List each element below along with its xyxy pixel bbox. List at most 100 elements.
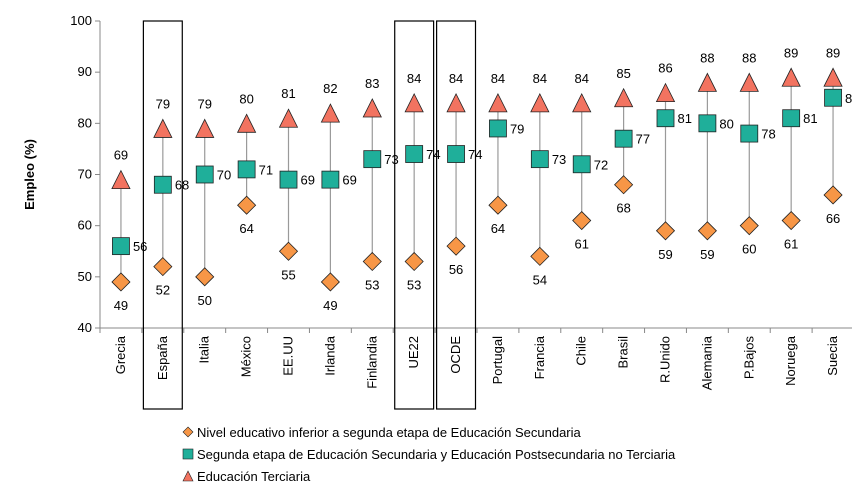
point-triangle (697, 72, 718, 92)
x-tick-label: UE22 (406, 336, 421, 369)
point-diamond (195, 267, 215, 287)
data-label: 49 (114, 298, 128, 313)
data-label: 88 (700, 50, 714, 65)
x-tick-label: Brasil (616, 336, 631, 369)
data-label: 79 (156, 96, 170, 111)
point-square (530, 150, 549, 169)
data-label: 84 (574, 71, 588, 86)
data-label: 54 (533, 272, 547, 287)
data-label: 74 (426, 147, 440, 162)
point-triangle (613, 87, 634, 108)
y-tick-label: 70 (78, 167, 92, 182)
point-diamond (823, 185, 843, 205)
point-square (698, 114, 717, 133)
data-label: 64 (239, 221, 253, 236)
point-diamond (739, 216, 759, 236)
point-triangle (572, 92, 592, 113)
point-square (782, 109, 801, 128)
data-label: 70 (217, 168, 231, 183)
highlight-box (142, 20, 183, 410)
point-square (740, 124, 759, 143)
data-label: 84 (407, 71, 421, 86)
data-label: 61 (784, 237, 798, 252)
data-label: 84 (449, 71, 463, 86)
point-diamond (530, 246, 550, 266)
data-label: 50 (197, 293, 211, 308)
legend-marker-diamond (182, 426, 194, 438)
data-label: 84 (491, 71, 505, 86)
highlight-box (394, 20, 435, 410)
data-label: 71 (259, 162, 273, 177)
y-tick-label: 90 (78, 64, 92, 79)
y-axis-title: Empleo (%) (22, 139, 37, 210)
legend-label: Segunda etapa de Educación Secundaria y … (197, 447, 676, 462)
data-label: 89 (826, 45, 840, 60)
point-triangle (320, 103, 341, 123)
point-diamond (362, 251, 382, 272)
point-triangle (111, 169, 131, 190)
point-diamond (655, 221, 676, 241)
legend-label: Nivel educativo inferior a segunda etapa… (197, 425, 582, 440)
data-label: 85 (616, 66, 630, 81)
legend-label: Educación Terciaria (197, 469, 311, 484)
x-tick-label: Grecia (113, 335, 128, 374)
y-tick-label: 40 (78, 320, 92, 335)
data-label: 78 (761, 127, 775, 142)
data-label: 73 (384, 152, 398, 167)
x-tick-label: P.Bajos (741, 336, 756, 380)
data-label: 66 (826, 211, 840, 226)
legend-marker-square (182, 448, 194, 460)
data-label: 79 (197, 96, 211, 111)
data-label: 68 (616, 201, 630, 216)
x-tick-label: Noruega (783, 335, 798, 386)
data-label: 53 (365, 277, 379, 292)
data-label: 56 (133, 239, 147, 254)
point-triangle (781, 67, 801, 87)
data-label: 73 (552, 152, 566, 167)
data-label: 68 (175, 178, 189, 193)
y-tick-label: 80 (78, 115, 92, 130)
point-diamond (153, 257, 173, 277)
point-diamond (237, 195, 257, 215)
x-tick-label: Italia (197, 335, 212, 363)
legend-marker-triangle (182, 470, 194, 482)
data-label: 69 (301, 173, 315, 188)
x-tick-label: México (239, 336, 254, 377)
point-square (405, 145, 424, 163)
data-label: 84 (533, 71, 547, 86)
point-square (237, 160, 256, 179)
data-label: 61 (574, 237, 588, 252)
point-triangle (278, 108, 299, 128)
point-square (447, 145, 465, 163)
x-tick-label: Finlandia (364, 335, 379, 389)
x-tick-label: Chile (574, 336, 589, 366)
data-label: 55 (281, 267, 295, 282)
data-label: 77 (636, 132, 650, 147)
point-triangle (488, 92, 508, 113)
data-label: 64 (491, 221, 505, 236)
data-label: 69 (342, 173, 356, 188)
data-label: 60 (742, 242, 756, 257)
data-label: 59 (658, 247, 672, 262)
point-diamond (446, 236, 466, 256)
point-diamond (404, 251, 424, 272)
point-diamond (488, 195, 508, 215)
x-tick-label: Portugal (490, 336, 505, 385)
point-triangle (739, 72, 759, 92)
data-label: 74 (468, 147, 482, 162)
data-label: 81 (678, 111, 692, 126)
data-label: 89 (784, 45, 798, 60)
point-square (363, 150, 382, 169)
y-tick-label: 60 (78, 218, 92, 233)
x-tick-label: Irlanda (322, 335, 337, 376)
x-tick-label: Francia (532, 335, 547, 379)
point-square (489, 119, 507, 138)
point-diamond (697, 221, 717, 241)
point-triangle (823, 67, 843, 87)
data-label: 80 (239, 91, 253, 106)
point-square (824, 88, 842, 107)
data-label: 86 (658, 61, 672, 76)
data-label: 88 (742, 50, 756, 65)
point-triangle (362, 98, 382, 118)
